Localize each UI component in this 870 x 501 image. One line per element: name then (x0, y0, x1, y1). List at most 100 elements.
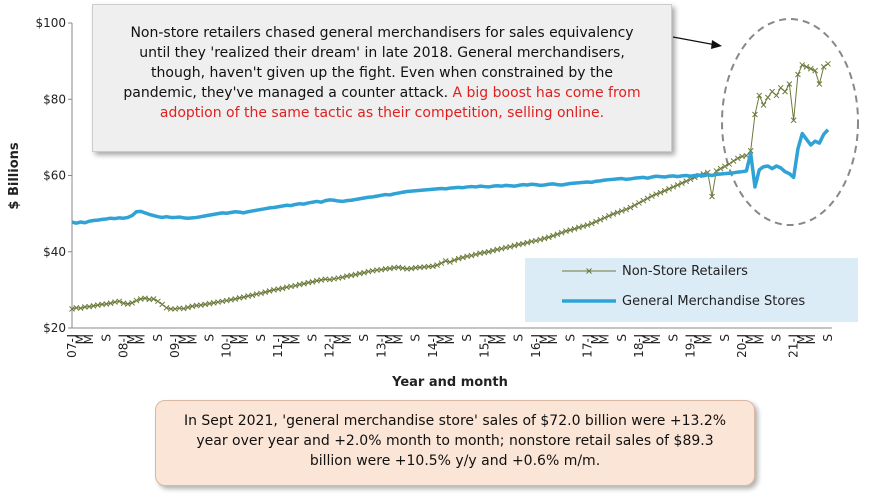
marker (262, 289, 269, 296)
marker (580, 223, 587, 230)
marker (563, 228, 569, 235)
x-tick-label: M (288, 334, 302, 344)
marker (206, 300, 213, 307)
marker (137, 296, 144, 302)
marker (172, 306, 178, 312)
marker (520, 240, 526, 247)
y-tick-label: $60 (43, 169, 66, 183)
x-tick-label: M (134, 334, 148, 344)
marker (739, 153, 745, 160)
marker (266, 288, 273, 294)
x-tick-label: M (649, 334, 663, 344)
x-tick-label: M (546, 334, 560, 344)
annotation: Non-store retailers chased general merch… (92, 4, 672, 152)
marker (301, 280, 307, 287)
x-tick-label: M (434, 334, 448, 344)
marker (760, 102, 767, 108)
marker (490, 247, 496, 254)
marker (636, 200, 642, 206)
marker (305, 279, 312, 286)
highlight-ellipse (721, 18, 859, 226)
marker (378, 266, 385, 273)
marker (507, 243, 513, 250)
marker (734, 155, 741, 162)
x-tick-label: S (151, 334, 165, 342)
marker (77, 305, 84, 312)
marker (296, 281, 303, 288)
marker (331, 275, 337, 282)
x-tick-label: M (589, 334, 603, 344)
marker (408, 265, 415, 272)
x-tick-label: S (306, 334, 320, 342)
marker (472, 251, 479, 258)
marker (279, 285, 286, 292)
marker (717, 165, 724, 172)
marker (550, 232, 556, 239)
marker (683, 178, 690, 185)
marker (107, 300, 114, 307)
legend-box (525, 258, 858, 322)
marker (649, 193, 655, 199)
x-tick-label: M (598, 334, 612, 344)
marker (786, 81, 793, 87)
marker (258, 290, 264, 297)
marker (288, 283, 294, 290)
marker (120, 300, 127, 307)
marker (460, 254, 466, 261)
marker (807, 65, 814, 72)
marker (455, 255, 462, 262)
x-tick-label: M (701, 334, 715, 344)
marker (747, 147, 754, 154)
marker (344, 273, 350, 280)
x-tick-label: 07-J (65, 334, 79, 358)
marker (275, 286, 282, 292)
marker (116, 298, 123, 305)
x-tick-label: S (409, 334, 423, 342)
marker (369, 267, 376, 274)
x-tick-label: M (331, 334, 345, 344)
marker (348, 272, 355, 279)
marker (133, 297, 140, 304)
marker (679, 180, 685, 186)
x-tick-label: M (495, 334, 509, 344)
x-tick-label: S (615, 334, 629, 342)
marker (790, 117, 797, 124)
marker (554, 231, 561, 238)
arrow (672, 36, 717, 46)
marker (90, 303, 97, 309)
marker (451, 257, 458, 263)
marker (477, 250, 483, 257)
x-tick-label: M (744, 334, 758, 344)
marker (69, 306, 75, 312)
series-line (71, 128, 830, 225)
marker (94, 302, 101, 308)
marker (511, 242, 518, 249)
marker (494, 246, 501, 253)
marker (236, 295, 243, 301)
marker (395, 264, 402, 271)
x-tick-label: M (125, 334, 139, 344)
marker (245, 293, 251, 299)
marker (618, 208, 625, 214)
marker (253, 291, 260, 297)
marker (627, 204, 634, 211)
marker (219, 298, 226, 305)
marker (283, 284, 290, 291)
marker (524, 239, 531, 246)
marker (752, 111, 758, 118)
x-tick-label: 14-J (426, 334, 440, 358)
marker (271, 287, 277, 293)
marker (825, 60, 831, 67)
marker (429, 263, 436, 270)
marker (129, 299, 135, 306)
marker (730, 158, 737, 164)
marker (567, 227, 574, 233)
marker (623, 206, 629, 213)
marker (657, 189, 664, 196)
marker (533, 237, 539, 244)
marker (202, 301, 209, 308)
x-tick-label: M (280, 334, 294, 344)
marker (155, 298, 161, 305)
x-tick-label: 13-J (374, 334, 388, 358)
